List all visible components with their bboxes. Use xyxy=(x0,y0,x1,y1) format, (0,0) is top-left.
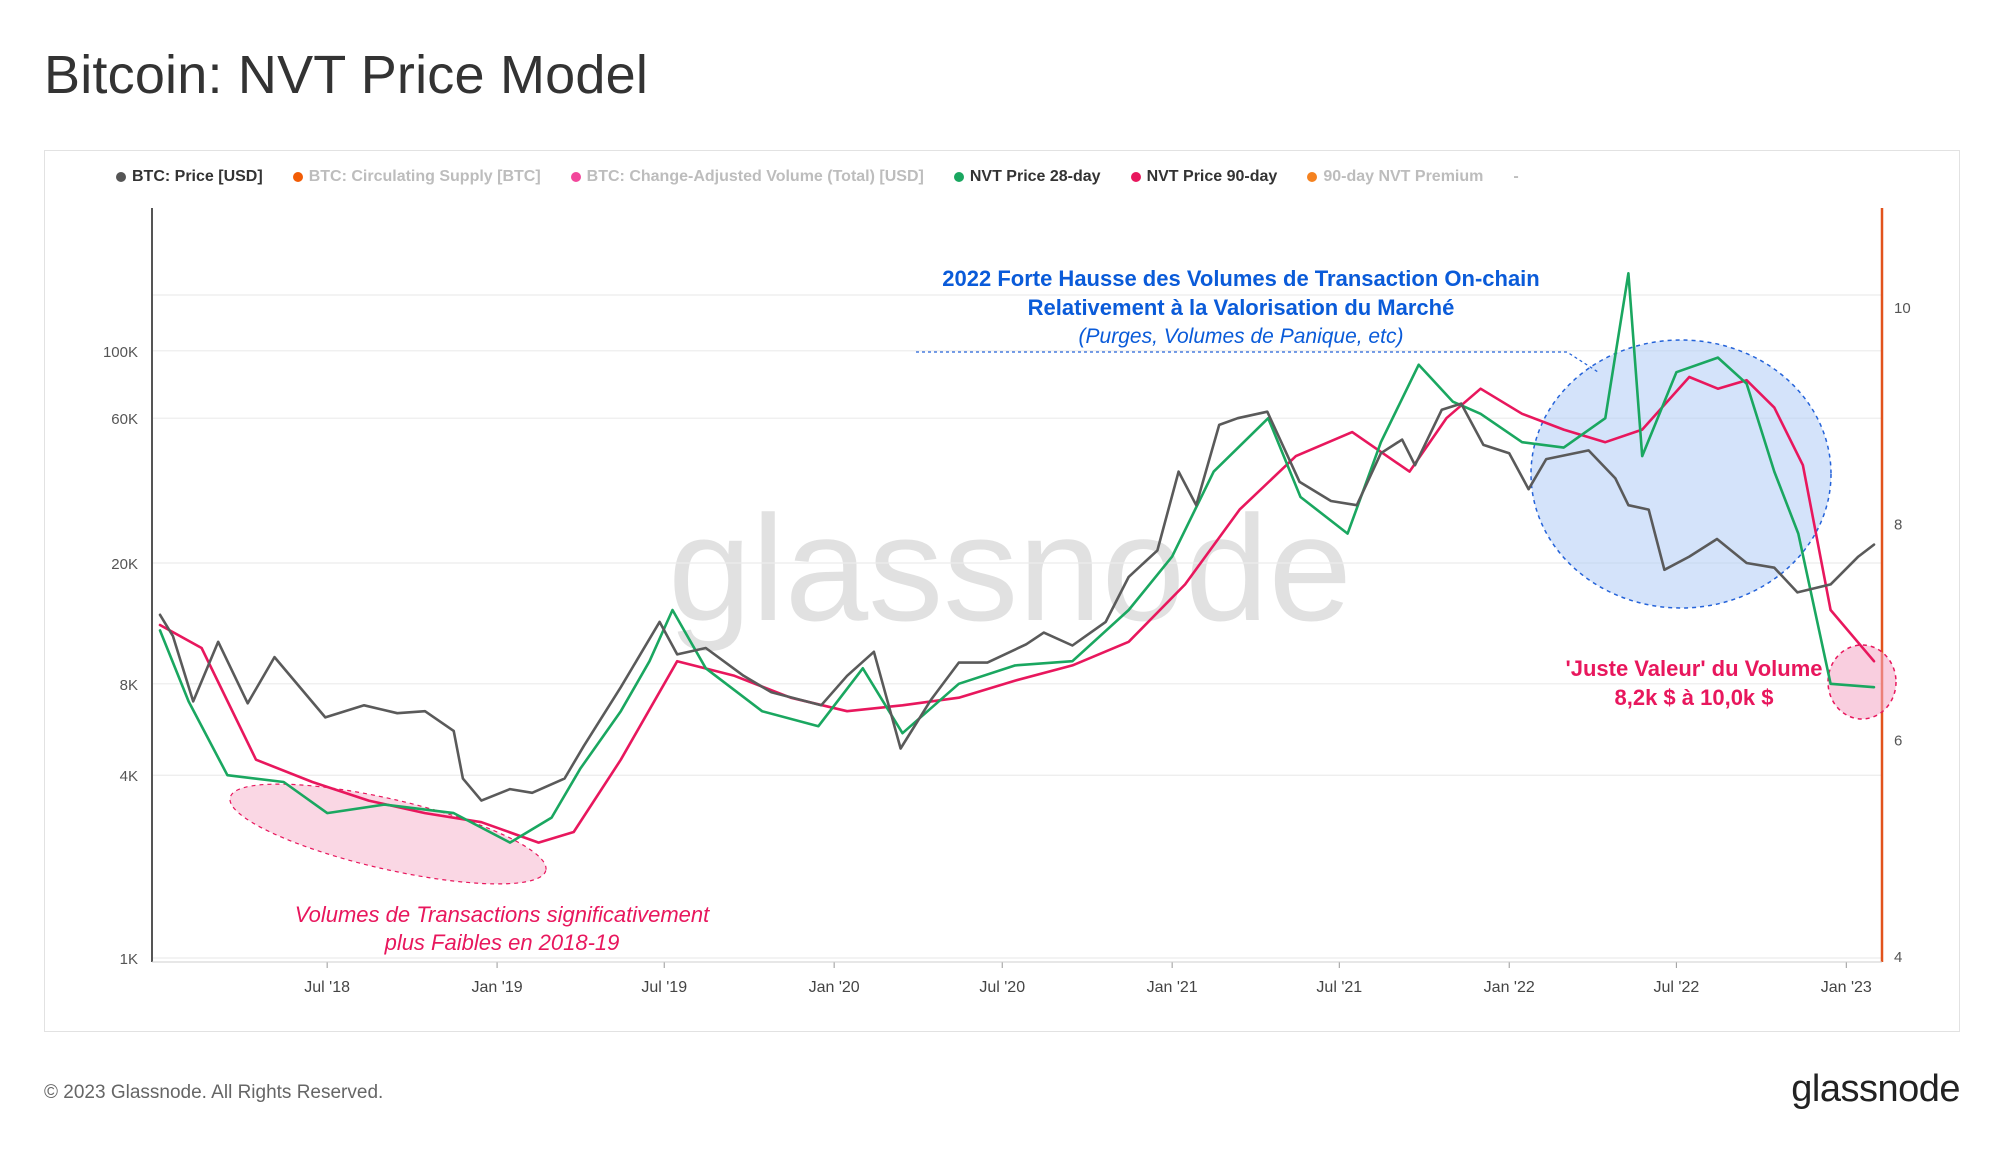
legend-dot-icon xyxy=(953,172,964,182)
legend-label: BTC: Circulating Supply [BTC] xyxy=(308,168,541,185)
series-line-btc-price-usd- xyxy=(158,402,1876,802)
x-tick-label: Jul '18 xyxy=(304,979,350,996)
legend-label: BTC: Change-Adjusted Volume (Total) [USD… xyxy=(586,168,924,185)
annotation-top-line3: (Purges, Volumes de Panique, etc) xyxy=(1079,325,1404,348)
x-tick-label: Jul '19 xyxy=(641,979,687,996)
x-tick-label: Jan '22 xyxy=(1484,979,1535,996)
glassnode-logo[interactable]: glassnode xyxy=(1791,1068,1960,1110)
y-axis-ticks: 1K 4K 8K 20K 60K 100K xyxy=(103,344,138,968)
legend-label: BTC: Price [USD] xyxy=(132,168,263,185)
legend-item-4[interactable]: NVT Price 90-day xyxy=(1130,168,1278,186)
series-line-nvt-price-28-day xyxy=(158,271,1876,844)
legend-item-6[interactable]: - xyxy=(1513,168,1518,186)
legend-item-2[interactable]: BTC: Change-Adjusted Volume (Total) [USD… xyxy=(570,168,924,186)
legend-item-3[interactable]: NVT Price 28-day xyxy=(953,168,1101,186)
x-tick-label: Jan '19 xyxy=(472,979,523,996)
y2-tick-label: 4 xyxy=(1894,949,1902,966)
annotation-leader-line xyxy=(916,351,1599,373)
annotation-right-line1: 'Juste Valeur' du Volume xyxy=(1565,656,1822,681)
y-tick-label: 8K xyxy=(120,677,138,694)
legend-item-5[interactable]: 90-day NVT Premium xyxy=(1307,168,1483,186)
y2-tick-label: 6 xyxy=(1894,733,1902,750)
y-tick-label: 4K xyxy=(120,768,138,785)
x-axis-ticks: Jul '18 Jan '19 Jul '19 Jan '20 Jul '20 Jan '… xyxy=(152,961,1882,996)
annotation-top-line1: 2022 Forte Hausse des Volumes de Transac… xyxy=(942,266,1539,291)
page-title: Bitcoin: NVT Price Model xyxy=(44,45,649,105)
x-tick-label: Jul '21 xyxy=(1316,979,1362,996)
y-tick-label: 20K xyxy=(111,556,138,573)
series-line-nvt-price-90-day xyxy=(158,375,1876,844)
x-tick-label: Jul '22 xyxy=(1653,979,1699,996)
legend-label: 90-day NVT Premium xyxy=(1323,168,1484,185)
watermark-text: glassnode xyxy=(668,484,1352,652)
legend-dot-icon xyxy=(570,172,581,182)
legend-dot-icon xyxy=(116,172,126,182)
x-tick-label: Jan '21 xyxy=(1147,979,1198,996)
legend-item-0[interactable]: BTC: Price [USD] xyxy=(116,168,263,186)
x-tick-label: Jan '23 xyxy=(1821,979,1872,996)
x-tick-label: Jan '20 xyxy=(809,979,860,996)
y2-axis-ticks: 4 6 8 10 xyxy=(1894,300,1911,966)
legend-label: NVT Price 90-day xyxy=(1146,168,1278,185)
legend-dot-icon xyxy=(1307,172,1318,182)
annotation-bottom-line2: plus Faibles en 2018-19 xyxy=(384,930,620,955)
y-tick-label: 1K xyxy=(120,951,138,968)
legend-label: - xyxy=(1513,168,1519,185)
y2-tick-label: 8 xyxy=(1894,516,1902,533)
fair-value-ellipse xyxy=(1827,644,1897,720)
x-tick-label: Jul '20 xyxy=(979,979,1025,996)
legend-item-1[interactable]: BTC: Circulating Supply [BTC] xyxy=(292,168,541,186)
high-volume-ellipse xyxy=(1530,339,1832,609)
y-tick-label: 100K xyxy=(103,344,138,361)
annotation-right-line2: 8,2k $ à 10,0k $ xyxy=(1614,685,1773,710)
legend-dot-icon xyxy=(1130,172,1141,182)
annotation-top-line2: Relativement à la Valorisation du Marché xyxy=(1028,295,1455,320)
y-tick-label: 60K xyxy=(111,411,138,428)
annotation-bottom-line1: Volumes de Transactions significativemen… xyxy=(295,902,710,927)
chart-lines xyxy=(158,271,1876,844)
y2-tick-label: 10 xyxy=(1894,300,1911,317)
legend-dot-icon xyxy=(292,172,303,182)
copyright-footer: © 2023 Glassnode. All Rights Reserved. xyxy=(44,1082,384,1103)
chart-legend: BTC: Price [USD] BTC: Circulating Supply … xyxy=(116,168,1519,186)
low-volume-ellipse xyxy=(229,783,547,885)
legend-label: NVT Price 28-day xyxy=(969,168,1101,185)
